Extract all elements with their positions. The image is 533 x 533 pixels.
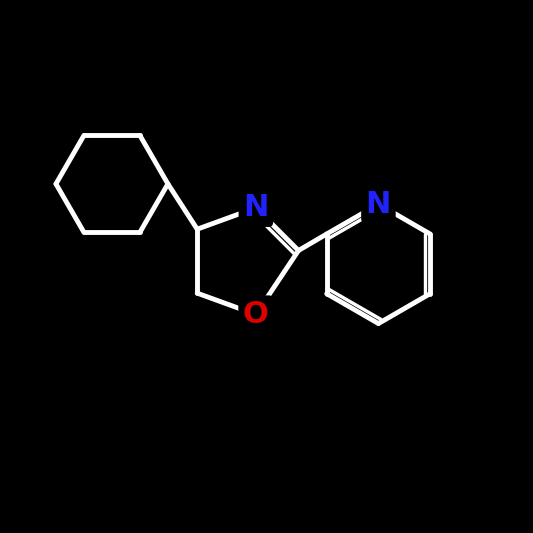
Text: O: O — [243, 300, 269, 329]
Text: N: N — [243, 193, 269, 222]
Text: N: N — [366, 190, 391, 219]
